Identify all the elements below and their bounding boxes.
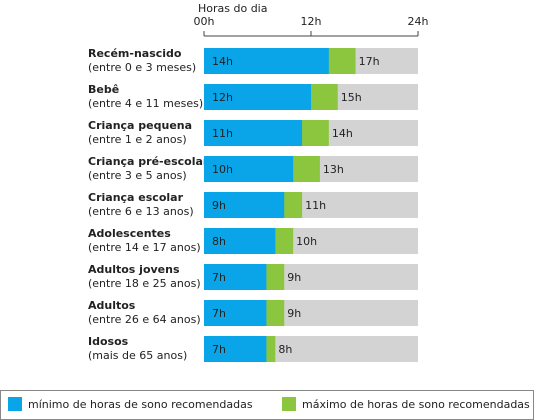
- value-label: 10h: [212, 163, 233, 176]
- category-note: (entre 1 e 2 anos): [88, 133, 187, 146]
- category-label: Adultos jovens: [88, 263, 180, 276]
- value-label: 17h: [359, 55, 380, 68]
- bar: [204, 300, 267, 326]
- value-label: 14h: [212, 55, 233, 68]
- value-label: 9h: [287, 271, 301, 284]
- value-label: 7h: [212, 343, 226, 356]
- bar: [204, 84, 311, 110]
- category-label: Adultos: [88, 299, 136, 312]
- bar: [204, 156, 294, 182]
- x-tick-label: 12h: [301, 15, 322, 28]
- category-note: (mais de 65 anos): [88, 349, 187, 362]
- value-label: 11h: [305, 199, 326, 212]
- value-label: 14h: [332, 127, 353, 140]
- category-note: (entre 14 e 17 anos): [88, 241, 201, 254]
- value-label: 11h: [212, 127, 233, 140]
- axis-title: Horas do dia: [198, 2, 267, 15]
- value-label: 8h: [212, 235, 226, 248]
- bar: [204, 336, 267, 362]
- x-tick-label: 00h: [194, 15, 215, 28]
- value-label: 12h: [212, 91, 233, 104]
- value-label: 7h: [212, 271, 226, 284]
- category-note: (entre 26 e 64 anos): [88, 313, 201, 326]
- category-label: Bebê: [88, 83, 119, 96]
- bar: [204, 48, 329, 74]
- category-label: Criança pequena: [88, 119, 192, 132]
- value-label: 9h: [212, 199, 226, 212]
- legend-swatch: [282, 397, 296, 411]
- category-note: (entre 6 e 13 anos): [88, 205, 194, 218]
- category-note: (entre 0 e 3 meses): [88, 61, 196, 74]
- value-label: 8h: [278, 343, 292, 356]
- category-note: (entre 18 e 25 anos): [88, 277, 201, 290]
- category-note: (entre 3 e 5 anos): [88, 169, 187, 182]
- bar: [204, 264, 267, 290]
- value-label: 7h: [212, 307, 226, 320]
- x-tick-label: 24h: [408, 15, 429, 28]
- category-label: Recém-nascido: [88, 47, 182, 60]
- value-label: 10h: [296, 235, 317, 248]
- legend-swatch: [8, 397, 22, 411]
- value-label: 15h: [341, 91, 362, 104]
- category-label: Criança pré-escolar: [88, 155, 209, 168]
- value-label: 13h: [323, 163, 344, 176]
- category-label: Adolescentes: [88, 227, 171, 240]
- category-note: (entre 4 e 11 meses): [88, 97, 203, 110]
- bar: [204, 228, 276, 254]
- legend-label: máximo de horas de sono recomendadas: [302, 398, 530, 411]
- value-label: 9h: [287, 307, 301, 320]
- legend-label: mínimo de horas de sono recomendadas: [28, 398, 253, 411]
- bar: [204, 192, 285, 218]
- category-label: Idosos: [88, 335, 129, 348]
- category-label: Criança escolar: [88, 191, 184, 204]
- bar: [204, 120, 303, 146]
